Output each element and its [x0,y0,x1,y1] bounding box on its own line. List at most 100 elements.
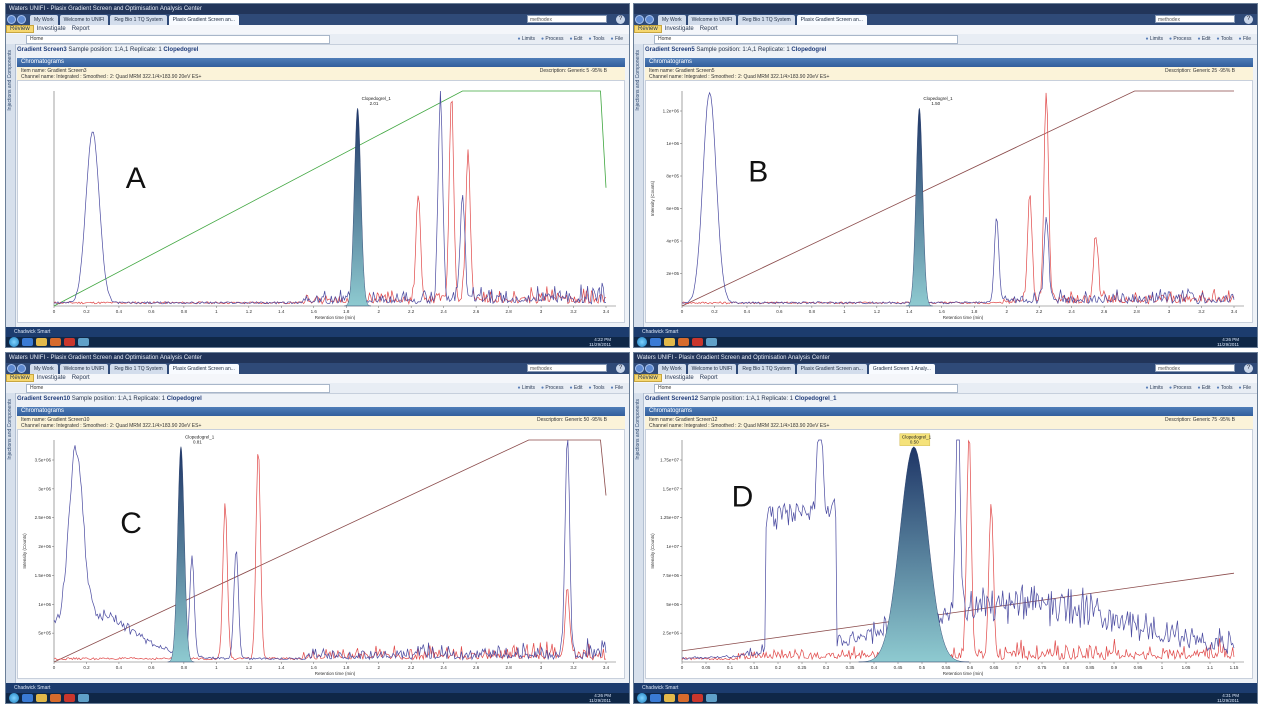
side-panel-strip[interactable]: Injections and Components [634,44,644,337]
forward-icon[interactable] [17,15,26,24]
help-icon[interactable]: ? [616,15,625,24]
start-icon[interactable] [637,337,647,347]
tab-2[interactable]: Reg Bio 1 TQ System [110,364,167,374]
search-input[interactable]: methodex [1155,15,1235,23]
forward-icon[interactable] [645,364,654,373]
menu-limits[interactable]: Limits [1145,35,1163,43]
forward-icon[interactable] [645,15,654,24]
start-icon[interactable] [9,693,19,703]
ribbon-investigate[interactable]: Investigate [664,26,694,32]
ie-icon[interactable] [650,694,661,702]
tab-2[interactable]: Reg Bio 1 TQ System [738,15,795,25]
side-panel-strip[interactable]: Injections and Components [634,393,644,693]
ribbon-review[interactable]: Review [634,374,662,382]
tab-1[interactable]: Welcome to UNIFI [59,15,109,25]
media-icon[interactable] [678,694,689,702]
menu-process[interactable]: Process [541,35,563,43]
tab-0[interactable]: My Work [30,15,58,25]
ribbon-investigate[interactable]: Investigate [664,375,694,381]
help-icon[interactable]: ? [616,364,625,373]
menu-tools[interactable]: Tools [589,384,605,392]
menu-process[interactable]: Process [541,384,563,392]
menu-file[interactable]: File [1239,35,1251,43]
tab-3[interactable]: Plasix Gradient Screen an... [796,15,867,25]
menu-tools[interactable]: Tools [589,35,605,43]
address-field[interactable]: Home [26,35,331,44]
tab-2[interactable]: Reg Bio 1 TQ System [110,15,167,25]
back-icon[interactable] [7,364,16,373]
tab-3[interactable]: Plasix Gradient Screen an... [168,364,239,374]
menu-process[interactable]: Process [1169,384,1191,392]
folder-icon[interactable] [36,694,47,702]
menu-limits[interactable]: Limits [517,35,535,43]
menu-edit[interactable]: Edit [569,35,583,43]
back-icon[interactable] [7,15,16,24]
side-panel-strip[interactable]: Injections and Components [6,44,16,337]
menu-edit[interactable]: Edit [1197,35,1211,43]
back-icon[interactable] [635,15,644,24]
search-input[interactable]: methodex [527,15,607,23]
chromatogram-plot[interactable]: 0 0.2 0.4 0.6 0.8 1 1.2 1.4 1.6 1.8 2 2.2 2.4 2.6 2.8 3… [645,80,1253,323]
ribbon-report[interactable]: Report [699,26,718,32]
integrated-peak[interactable] [858,446,970,663]
menu-file[interactable]: File [1239,384,1251,392]
folder-icon[interactable] [664,338,675,346]
search-input[interactable]: methodex [527,364,607,372]
forward-icon[interactable] [17,364,26,373]
menu-edit[interactable]: Edit [569,384,583,392]
search-input[interactable]: methodex [1155,364,1235,372]
address-field[interactable]: Home [654,384,959,393]
start-icon[interactable] [637,693,647,703]
office-icon[interactable] [692,694,703,702]
app-icon[interactable] [78,694,89,702]
chromatogram-plot[interactable]: 0 0.2 0.4 0.6 0.8 1 1.2 1.4 1.6 1.8 2 2.2 2.4 2.6 2.8 3… [17,429,625,679]
tab-0[interactable]: My Work [658,364,686,374]
integrated-peak[interactable] [906,108,933,307]
menu-limits[interactable]: Limits [517,384,535,392]
help-icon[interactable]: ? [1244,364,1253,373]
ribbon-review[interactable]: Review [6,374,34,382]
side-panel-strip[interactable]: Injections and Components [6,393,16,693]
menu-file[interactable]: File [611,384,623,392]
start-icon[interactable] [9,337,19,347]
tab-0[interactable]: My Work [30,364,58,374]
chromatogram-plot[interactable]: 0 0.2 0.4 0.6 0.8 1 1.2 1.4 1.6 1.8 2 2.2 2.4 2.6 2.8 3… [17,80,625,323]
tab-1[interactable]: Welcome to UNIFI [687,15,737,25]
folder-icon[interactable] [664,694,675,702]
ribbon-review[interactable]: Review [6,25,34,33]
menu-edit[interactable]: Edit [1197,384,1211,392]
ribbon-investigate[interactable]: Investigate [36,26,66,32]
ribbon-investigate[interactable]: Investigate [36,375,66,381]
tab-0[interactable]: My Work [658,15,686,25]
office-icon[interactable] [64,694,75,702]
back-icon[interactable] [635,364,644,373]
menu-limits[interactable]: Limits [1145,384,1163,392]
tab-2[interactable]: Reg Bio 1 TQ System [738,364,795,374]
address-field[interactable]: Home [654,35,959,44]
app-icon[interactable] [706,694,717,702]
office-icon[interactable] [692,338,703,346]
tab-1[interactable]: Welcome to UNIFI [687,364,737,374]
tab-3[interactable]: Plasix Gradient Screen an... [168,15,239,25]
ie-icon[interactable] [650,338,661,346]
ribbon-report[interactable]: Report [71,26,90,32]
app-icon[interactable] [706,338,717,346]
media-icon[interactable] [678,338,689,346]
media-icon[interactable] [50,694,61,702]
tab-3[interactable]: Plasix Gradient Screen an... [796,364,867,374]
media-icon[interactable] [50,338,61,346]
menu-tools[interactable]: Tools [1217,384,1233,392]
folder-icon[interactable] [36,338,47,346]
ribbon-review[interactable]: Review [634,25,662,33]
menu-tools[interactable]: Tools [1217,35,1233,43]
help-icon[interactable]: ? [1244,15,1253,24]
chromatogram-plot[interactable]: 0 0.05 0.1 0.15 0.2 0.25 0.3 0.35 0.4 0.45 0.5 0.55… [645,429,1253,679]
tab-1[interactable]: Welcome to UNIFI [59,364,109,374]
address-field[interactable]: Home [26,384,331,393]
integrated-peak[interactable] [167,446,195,663]
ribbon-report[interactable]: Report [71,375,90,381]
ie-icon[interactable] [22,338,33,346]
menu-file[interactable]: File [611,35,623,43]
ribbon-report[interactable]: Report [699,375,718,381]
office-icon[interactable] [64,338,75,346]
